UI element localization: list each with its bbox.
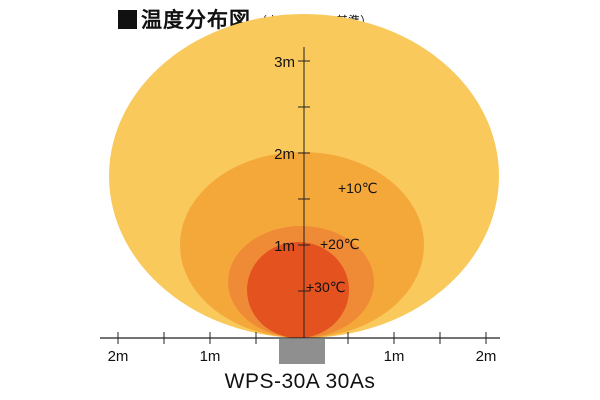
model-label: WPS-30A 30As (224, 370, 376, 393)
v-label-1m: 1m (274, 238, 295, 255)
heater-block (279, 339, 325, 364)
label-10c: +10℃ (338, 180, 377, 196)
h-label-left-1m: 1m (200, 348, 221, 365)
label-30c: +30℃ (306, 279, 345, 295)
zone-30c (247, 242, 349, 338)
v-label-3m: 3m (274, 54, 295, 71)
h-label-right-2m: 2m (476, 348, 497, 365)
label-20c: +20℃ (320, 236, 359, 252)
v-label-2m: 2m (274, 146, 295, 163)
h-label-right-1m: 1m (384, 348, 405, 365)
title-square-icon (118, 9, 137, 29)
h-label-left-2m: 2m (108, 348, 129, 365)
